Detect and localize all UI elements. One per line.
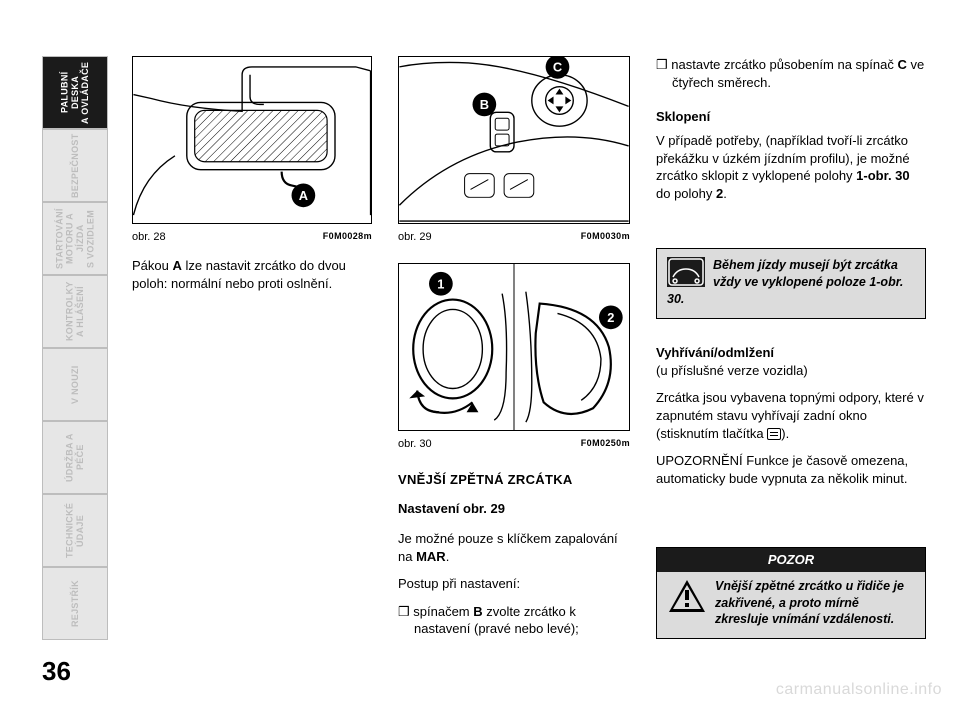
figure-28: A (132, 56, 372, 224)
warning-box: POZOR Vnější zpětné zrcátko u řidiče je … (656, 547, 926, 639)
para-lever-a: Pákou A lze nastavit zrcátko do dvou pol… (132, 257, 372, 292)
figure-29: B C (398, 56, 630, 224)
figure-28-label: obr. 28 (132, 231, 166, 243)
sidetab-emergency[interactable]: V NOUZI (42, 348, 108, 421)
rear-defrost-icon (767, 428, 781, 440)
sidetab-techdata[interactable]: TECHNICKÉ ÚDAJE (42, 494, 108, 567)
heading-external-mirrors: VNĚJŠÍ ZPĚTNÁ ZRCÁTKA (398, 472, 630, 487)
figure-30-code: F0M0250m (581, 438, 630, 450)
warning-title: POZOR (657, 548, 925, 572)
figure-29-caption: obr. 29 F0M0030m (398, 231, 630, 243)
bullet-select-b: ❒ spínačem B zvolte zrcátko k nastavení … (398, 603, 630, 638)
sidetab-index[interactable]: REJSTŘÍK (42, 567, 108, 640)
figure-30-badge-2: 2 (607, 310, 614, 325)
figure-30-caption: obr. 30 F0M0250m (398, 438, 630, 450)
subheading-heating: Vyhřívání/odmlžení (656, 345, 926, 360)
figure-28-caption: obr. 28 F0M0028m (132, 231, 372, 243)
figure-29-badge-b: B (480, 97, 489, 112)
para-version: (u příslušné verze vozidla) (656, 362, 926, 380)
bullet-adjust-c: ❒ nastavte zrcátko působením na spínač C… (656, 56, 926, 91)
sidetab-dashboard[interactable]: PALUBNÍ DESKAA OVLÁDAČE (42, 56, 108, 129)
subheading-setting: Nastavení obr. 29 (398, 501, 630, 516)
para-folding: V případě potřeby, (například tvoří-li z… (656, 132, 926, 202)
column-left: A obr. 28 F0M0028m Pákou A lze nastavit … (132, 56, 372, 676)
figure-28-code: F0M0028m (323, 231, 372, 243)
figure-29-badge-c: C (553, 59, 562, 74)
page-number: 36 (42, 656, 71, 687)
sidetab-maintenance[interactable]: ÚDRŽBA A PÉČE (42, 421, 108, 494)
notice-driving: Během jízdy musejí být zrcátka vždy ve v… (656, 248, 926, 319)
manual-page: PALUBNÍ DESKAA OVLÁDAČE BEZPEČNOST START… (0, 0, 960, 709)
subheading-folding: Sklopení (656, 109, 926, 124)
figure-28-badge-a: A (299, 188, 308, 203)
para-heating: Zrcátka jsou vybavena topnými odpory, kt… (656, 389, 926, 442)
sidetab-starting[interactable]: STARTOVÁNÍMOTORU A JÍZDAS VOZIDLEM (42, 202, 108, 275)
sidetab-indicators[interactable]: KONTROLKYA HLÁŠENÍ (42, 275, 108, 348)
figure-30-label: obr. 30 (398, 438, 432, 450)
para-procedure: Postup při nastavení: (398, 575, 630, 593)
sidetab-safety[interactable]: BEZPEČNOST (42, 129, 108, 202)
figure-29-label: obr. 29 (398, 231, 432, 243)
column-right: ❒ nastavte zrcátko působením na spínač C… (656, 56, 926, 676)
figure-30-badge-1: 1 (437, 276, 444, 291)
car-icon (667, 257, 705, 287)
column-middle: B C obr. 29 F0M0030 (398, 56, 630, 676)
warning-icon (667, 578, 707, 614)
warning-text: Vnější zpětné zrcátko u řidiče je zakřiv… (715, 579, 904, 627)
figure-30: 1 2 (398, 263, 630, 431)
para-mar: Je možné pouze s klíčkem zapalování na M… (398, 530, 630, 565)
side-tabs: PALUBNÍ DESKAA OVLÁDAČE BEZPEČNOST START… (42, 56, 108, 640)
watermark: carmanualsonline.info (776, 681, 942, 699)
para-timeout: UPOZORNĚNÍ Funkce je časově omezena, aut… (656, 452, 926, 487)
content-area: A obr. 28 F0M0028m Pákou A lze nastavit … (132, 56, 926, 676)
figure-29-code: F0M0030m (581, 231, 630, 243)
